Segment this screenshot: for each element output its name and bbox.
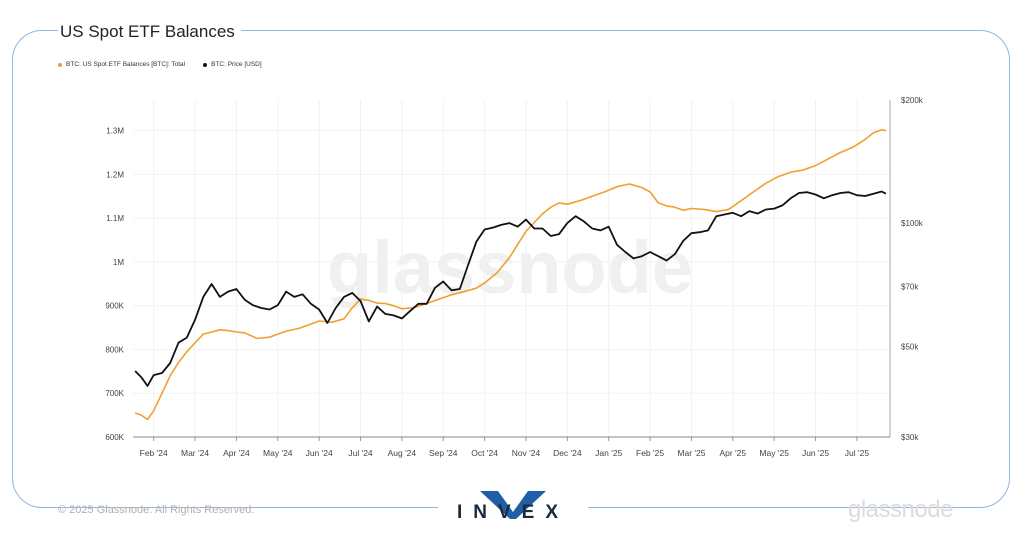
y-tick-label-right: $70k xyxy=(901,282,919,291)
y-tick-label-left: 800K xyxy=(105,345,124,354)
y-tick-label-left: 900K xyxy=(105,302,124,311)
x-tick-label: Feb '25 xyxy=(636,448,664,458)
series-line-etf-balances xyxy=(134,129,887,421)
legend-label-etf: BTC: US Spot ETF Balances [BTC]: Total xyxy=(66,61,186,68)
x-tick-label: Jun '25 xyxy=(802,448,829,458)
legend-label-price: BTC: Price [USD] xyxy=(211,61,262,68)
x-tick-label: Sep '24 xyxy=(429,448,458,458)
x-tick-label: Jul '24 xyxy=(348,448,373,458)
y-tick-label-left: 1.2M xyxy=(106,170,124,179)
glassnode-brand: glassnode xyxy=(848,496,953,523)
chart-title: US Spot ETF Balances xyxy=(58,22,241,42)
watermark: glassnode xyxy=(327,226,693,309)
invex-logo: INVEX xyxy=(438,487,588,531)
y-tick-label-right: $30k xyxy=(901,433,919,442)
x-tick-label: Mar '24 xyxy=(181,448,209,458)
x-tick-label: Dec '24 xyxy=(553,448,582,458)
x-tick-label: Oct '24 xyxy=(471,448,498,458)
legend-item-etf[interactable]: BTC: US Spot ETF Balances [BTC]: Total xyxy=(58,61,185,68)
x-tick-label: Jul '25 xyxy=(845,448,870,458)
x-tick-label: Nov '24 xyxy=(512,448,541,458)
x-tick-label: Apr '24 xyxy=(223,448,250,458)
x-tick-label: Mar '25 xyxy=(677,448,705,458)
y-tick-label-left: 1.1M xyxy=(106,214,124,223)
y-tick-label-right: $200k xyxy=(901,96,924,105)
x-tick-label: Apr '25 xyxy=(719,448,746,458)
y-tick-label-left: 700K xyxy=(105,389,124,398)
y-tick-label-right: $50k xyxy=(901,342,919,351)
y-tick-label-left: 1M xyxy=(113,258,124,267)
legend-item-price[interactable]: BTC: Price [USD] xyxy=(203,61,262,68)
x-tick-label: Feb '24 xyxy=(140,448,168,458)
y-tick-label-right: $100k xyxy=(901,219,924,228)
x-tick-label: May '25 xyxy=(759,448,789,458)
x-tick-label: Jun '24 xyxy=(306,448,333,458)
copyright-text: © 2025 Glassnode. All Rights Reserved. xyxy=(58,504,255,516)
x-tick-label: May '24 xyxy=(263,448,293,458)
x-tick-label: Aug '24 xyxy=(388,448,417,458)
invex-logo-mark xyxy=(480,491,546,519)
legend: BTC: US Spot ETF Balances [BTC]: Total B… xyxy=(58,61,262,68)
legend-dot-etf xyxy=(58,62,62,67)
series-line-btc-price xyxy=(134,190,887,387)
invex-logo-text: INVEX xyxy=(457,502,569,523)
x-tick-label: Jan '25 xyxy=(595,448,622,458)
y-tick-label-left: 1.3M xyxy=(106,127,124,136)
legend-dot-price xyxy=(203,62,208,67)
y-tick-label-left: 600K xyxy=(105,433,124,442)
